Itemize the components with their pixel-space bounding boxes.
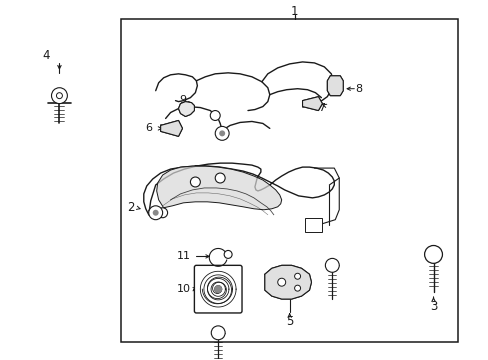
Text: 3: 3 [429,300,436,312]
Circle shape [294,285,300,291]
Text: 7: 7 [317,103,325,113]
Text: 11: 11 [176,251,190,261]
Text: 6: 6 [145,123,152,134]
Polygon shape [161,121,182,136]
Circle shape [219,130,224,136]
Circle shape [56,93,62,99]
Circle shape [190,177,200,187]
Polygon shape [178,102,194,117]
Bar [304,218,322,231]
Polygon shape [302,96,322,111]
Text: 1: 1 [290,5,298,18]
Circle shape [211,326,224,340]
Circle shape [215,126,229,140]
Text: 2: 2 [127,201,134,214]
Circle shape [424,246,442,264]
Text: 5: 5 [285,315,293,328]
Circle shape [152,210,158,216]
Text: 10: 10 [176,284,190,294]
Circle shape [215,173,224,183]
Polygon shape [326,76,343,96]
Circle shape [51,88,67,104]
Text: 8: 8 [355,84,362,94]
Text: 4: 4 [43,49,50,63]
FancyBboxPatch shape [194,265,242,313]
Circle shape [210,111,220,121]
Text: 9: 9 [179,95,185,105]
Circle shape [325,258,339,272]
Polygon shape [156,166,281,210]
Circle shape [294,273,300,279]
Circle shape [224,251,232,258]
Bar [121,19,457,342]
Circle shape [214,285,222,293]
Circle shape [148,206,163,220]
Circle shape [157,208,167,218]
Polygon shape [264,265,311,299]
Circle shape [277,278,285,286]
